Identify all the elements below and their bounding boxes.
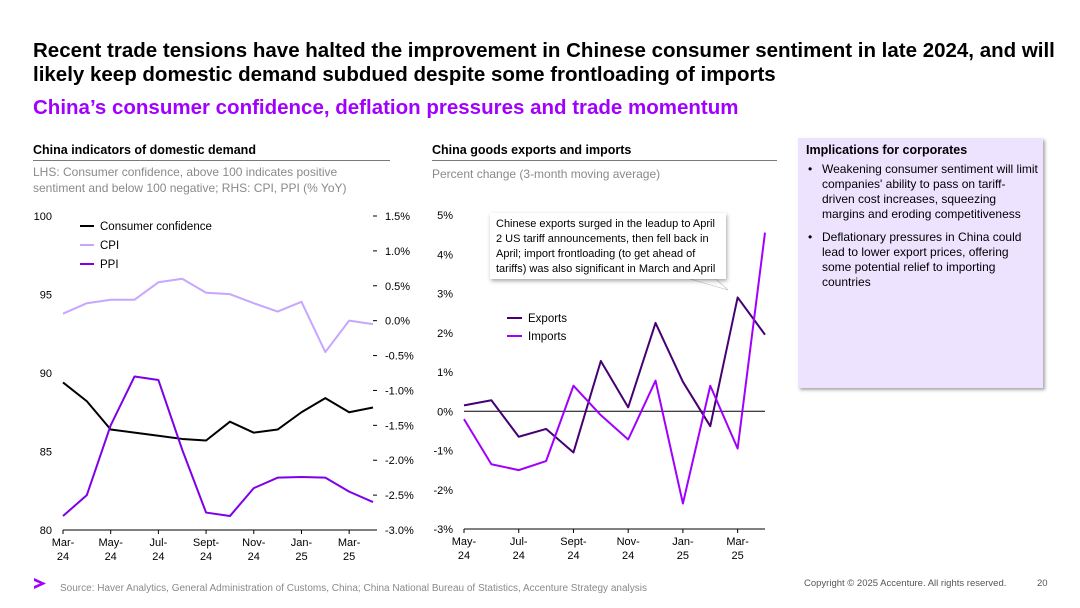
implications-list: Weakening consumer sentiment will limit … [806, 162, 1038, 298]
mid-x-tick-label: 24 [622, 550, 634, 562]
right-y-tick-label: 0.0% [385, 316, 410, 328]
mid-x-tick-label: 25 [732, 550, 744, 562]
left-x-tick-label: May- [98, 537, 123, 549]
implications-title: Implications for corporates [806, 143, 968, 157]
page-title: Recent trade tensions have halted the im… [33, 39, 1055, 86]
mid-chart-note: Percent change (3-month moving average) [432, 167, 661, 181]
left-x-tick-label: 25 [295, 551, 307, 563]
left-y-tick-label: 80 [40, 525, 52, 537]
left-chart-note: LHS: Consumer confidence, above 100 indi… [33, 165, 347, 195]
right-y-tick-label: -1.5% [385, 420, 414, 432]
left-y-tick-label: 85 [40, 447, 52, 459]
mid-x-tick-label: 25 [677, 550, 689, 562]
left-x-tick-label: Jan- [291, 537, 313, 549]
mid-y-tick-label: -3% [433, 524, 453, 536]
left-x-tick-label: Nov- [242, 537, 266, 549]
mid-title-rule [432, 160, 777, 161]
left-x-tick-label: 24 [105, 551, 117, 563]
mid-x-tick-label: Sept- [560, 536, 587, 548]
mid-x-tick-label: May- [452, 536, 477, 548]
mid-x-tick-label: 24 [513, 550, 525, 562]
left-y-tick-label: 95 [40, 290, 52, 302]
mid-x-tick-label: 24 [458, 550, 470, 562]
page-number: 20 [1037, 578, 1048, 589]
left-x-tick-label: Mar- [338, 537, 361, 549]
series-line-ppi [62, 375, 374, 518]
accenture-chevron-icon [33, 577, 47, 596]
mid-y-tick-label: -1% [433, 446, 453, 458]
mid-x-tick-label: Jan- [672, 536, 694, 548]
right-y-tick-label: -0.5% [385, 351, 414, 363]
mid-x-tick-label: Mar- [726, 536, 749, 548]
left-x-tick-label: 25 [343, 551, 355, 563]
mid-y-tick-label: 2% [437, 328, 453, 340]
legend-label: CPI [100, 240, 119, 252]
series-line-imports [463, 232, 766, 505]
mid-y-tick-label: 5% [437, 210, 453, 222]
left-y-tick-label: 100 [34, 211, 52, 223]
left-x-tick-label: 24 [200, 551, 212, 563]
right-y-tick-label: -2.5% [385, 490, 414, 502]
series-line-consumer-confidence [62, 381, 374, 442]
left-title-rule [33, 160, 390, 161]
callout-pointer [689, 278, 729, 291]
legend-label: Imports [528, 331, 567, 343]
mid-chart-title: China goods exports and imports [432, 143, 632, 157]
mid-y-tick-label: 3% [437, 289, 453, 301]
left-y-tick-label: 90 [40, 368, 52, 380]
right-y-tick-label: -1.0% [385, 385, 414, 397]
source-note: Source: Haver Analytics, General Adminis… [60, 583, 647, 594]
left-x-tick-label: 24 [248, 551, 260, 563]
exports-callout: Chinese exports surged in the leadup to … [490, 213, 726, 279]
legend-label: PPI [100, 259, 119, 271]
legend-label: Exports [528, 313, 567, 325]
mid-x-tick-label: 24 [567, 550, 579, 562]
legend-label: Consumer confidence [100, 221, 212, 233]
mid-x-tick-label: Jul- [510, 536, 528, 548]
series-line-cpi [62, 277, 374, 354]
left-x-tick-label: 24 [57, 551, 69, 563]
series-line-exports [463, 296, 766, 454]
mid-y-tick-label: 1% [437, 367, 453, 379]
right-y-tick-label: 0.5% [385, 281, 410, 293]
implication-bullet: Weakening consumer sentiment will limit … [806, 162, 1038, 222]
mid-x-tick-label: Nov- [617, 536, 641, 548]
left-x-tick-label: Sept- [193, 537, 220, 549]
page-subtitle: China’s consumer confidence, deflation p… [33, 96, 739, 119]
right-y-tick-label: -2.0% [385, 455, 414, 467]
mid-y-tick-label: 0% [437, 406, 453, 418]
left-x-tick-label: Jul- [150, 537, 168, 549]
mid-y-tick-label: 4% [437, 249, 453, 261]
left-x-tick-label: Mar- [52, 537, 75, 549]
right-y-tick-label: 1.5% [385, 211, 410, 223]
right-y-tick-label: -3.0% [385, 525, 414, 537]
implication-bullet: Deflationary pressures in China could le… [806, 230, 1038, 290]
right-y-tick-label: 1.0% [385, 246, 410, 258]
copyright: Copyright © 2025 Accenture. All rights r… [804, 578, 1007, 589]
mid-y-tick-label: -2% [433, 485, 453, 497]
implications-box: Implications for corporates Weakening co… [798, 138, 1043, 388]
left-chart-title: China indicators of domestic demand [33, 143, 256, 157]
left-x-tick-label: 24 [152, 551, 164, 563]
